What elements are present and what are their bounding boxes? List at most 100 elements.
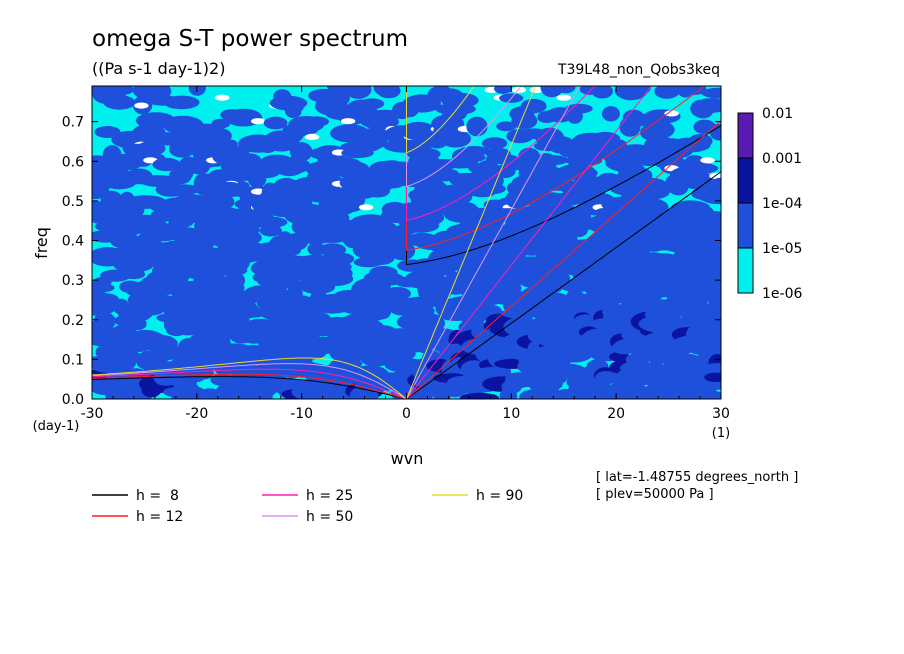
heatmap-cell — [377, 86, 401, 99]
heatmap-cell — [466, 116, 488, 137]
rossby-wave-curve — [92, 368, 407, 399]
inertia-gravity-curve — [405, 86, 475, 154]
pressure-level-info: [ plev=50000 Pa ] — [596, 487, 714, 502]
heatmap-cell — [496, 121, 517, 132]
colorbar-swatch — [737, 247, 754, 294]
heatmap-cell — [163, 95, 200, 110]
inertia-gravity-curve — [405, 86, 522, 188]
inertia-gravity-curve — [405, 86, 721, 266]
heatmap-cell — [317, 271, 354, 286]
heatmap-cell — [241, 388, 273, 399]
heatmap-cell — [282, 123, 319, 136]
heatmap-cell — [707, 292, 721, 309]
heatmap-cell — [481, 137, 508, 150]
heatmap-cell — [511, 112, 538, 130]
heatmap-cell — [608, 383, 649, 399]
heatmap-cell — [704, 334, 721, 347]
heatmap-cell — [682, 86, 707, 95]
heatmap-gap — [215, 94, 230, 101]
heatmap-cell — [566, 206, 592, 227]
heatmap-cell — [211, 118, 230, 129]
heatmap-cell — [370, 285, 391, 303]
colorbar-label: 1e-05 — [762, 241, 802, 257]
heatmap-gap — [304, 133, 320, 140]
heatmap-cell — [520, 98, 547, 114]
legend-label: h = 25 — [306, 488, 353, 504]
heatmap-gap — [358, 204, 374, 211]
plot-area — [92, 86, 721, 399]
x-tick-label: -10 — [290, 406, 313, 422]
legend-label: h = 90 — [476, 488, 523, 504]
heatmap-cell — [632, 86, 651, 95]
heatmap-gap — [134, 102, 149, 109]
heatmap-cell — [185, 386, 207, 399]
run-label: T39L48_non_Qobs3keq — [557, 62, 720, 78]
heatmap-cell — [556, 86, 576, 94]
heatmap-cell — [546, 107, 574, 123]
heatmap-cell — [263, 116, 288, 130]
kelvin-wave-curve — [406, 120, 721, 399]
heatmap-cell — [215, 194, 235, 209]
legend-label: h = 8 — [136, 488, 179, 504]
heatmap-cell — [654, 86, 680, 99]
heatmap-cell — [152, 157, 181, 172]
heatmap-cell — [259, 224, 282, 237]
heatmap-cell — [654, 337, 681, 349]
heatmap-cell — [537, 377, 563, 391]
heatmap-cell — [289, 142, 313, 162]
heatmap-cell — [680, 162, 719, 174]
y-axis: 0.0 0.1 0.2 0.3 0.4 0.5 0.6 0.7 — [62, 115, 721, 408]
heatmap-cell — [389, 241, 416, 261]
heatmap-cell — [642, 120, 675, 139]
heatmap-cell — [601, 106, 620, 122]
x-axis: -30 -20 -10 0 10 20 30 — [81, 86, 730, 422]
heatmap-cell — [535, 155, 569, 166]
y-axis-unit: (day-1) — [33, 419, 80, 434]
heatmap-cell — [701, 87, 721, 99]
heatmap-cell — [704, 372, 721, 382]
heatmap-cell — [565, 103, 593, 114]
legend: h = 8 h = 12 h = 25 h = 50 h = 90 — [92, 488, 523, 525]
heatmap-cell — [361, 113, 400, 130]
x-tick-label: 10 — [502, 406, 520, 422]
heatmap-cell — [104, 86, 135, 96]
heatmap-cell — [475, 183, 506, 195]
heatmap-cell — [103, 95, 136, 110]
kelvin-wave-curve — [406, 171, 721, 399]
y-tick-label: 0.4 — [62, 234, 84, 250]
kelvin-wave-curve — [406, 86, 537, 399]
colorbar-label: 0.01 — [762, 106, 793, 122]
y-tick-label: 0.1 — [62, 352, 84, 368]
heatmap-cell — [543, 232, 578, 247]
y-tick-label: 0.3 — [62, 273, 84, 289]
heatmap-cell — [704, 391, 721, 399]
x-axis-unit: (1) — [712, 426, 730, 441]
y-tick-label: 0.0 — [62, 392, 84, 408]
heatmap-cell — [304, 116, 329, 127]
heatmap-cell — [534, 269, 571, 289]
heatmap-cell — [285, 232, 309, 251]
heatmap-cell — [459, 392, 500, 399]
heatmap-cell — [94, 126, 121, 138]
heatmap-cell — [327, 261, 352, 272]
heatmap-cell — [251, 216, 288, 229]
x-axis-label: wvn — [391, 449, 424, 468]
chart-subtitle: ((Pa s-1 day-1)2) — [92, 59, 225, 78]
colorbar-label: 1e-06 — [762, 286, 802, 302]
heatmap-layer — [92, 86, 721, 399]
heatmap-cell — [136, 141, 166, 157]
colorbar-swatch — [737, 157, 754, 204]
inertia-gravity-curve — [405, 86, 706, 251]
heatmap-cell — [235, 224, 260, 236]
heatmap-cell — [364, 184, 390, 198]
inertia-gravity-curve — [405, 86, 596, 221]
dispersion-curves — [92, 86, 721, 399]
heatmap-cell — [609, 351, 630, 362]
heatmap-cell — [168, 184, 201, 195]
heatmap-cell — [121, 269, 146, 280]
heatmap-cell — [285, 105, 302, 119]
heatmap-cell — [325, 252, 355, 265]
x-tick-label: 0 — [402, 406, 411, 422]
heatmap-gap — [251, 118, 266, 125]
heatmap-gap — [340, 118, 356, 125]
